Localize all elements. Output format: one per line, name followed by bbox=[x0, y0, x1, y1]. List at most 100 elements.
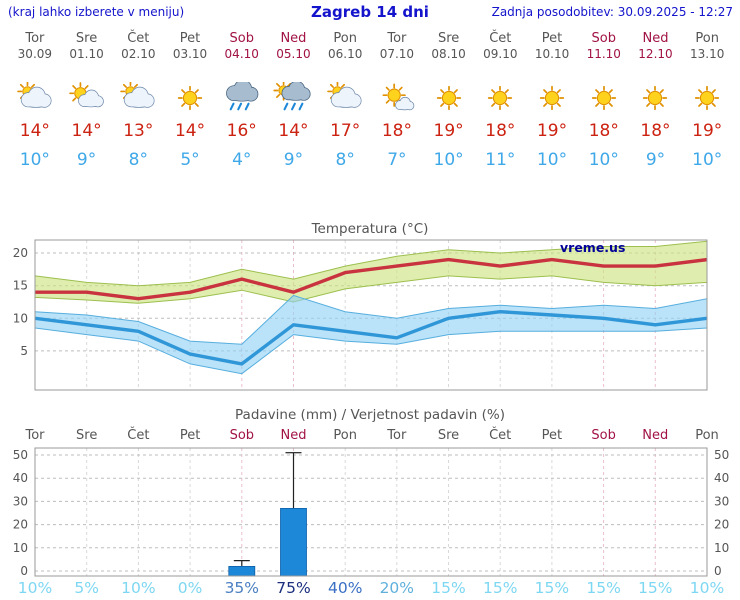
sun-disc bbox=[387, 88, 401, 102]
day-date: 04.10 bbox=[224, 47, 259, 61]
sunny-icon bbox=[643, 85, 668, 111]
plot-area bbox=[35, 448, 707, 576]
day-date: 06.10 bbox=[327, 47, 363, 61]
day-max-temp: 17° bbox=[330, 121, 361, 141]
y-axis-label: 15 bbox=[13, 279, 28, 293]
page-title: Zagreb 14 dni bbox=[311, 3, 429, 21]
menu-hint: (kraj lahko izberete v meniju) bbox=[8, 5, 185, 19]
sunny-icon bbox=[474, 82, 526, 114]
partly-cloudy-icon bbox=[61, 82, 113, 114]
day-name: Čet bbox=[127, 31, 150, 46]
sun-disc bbox=[648, 90, 663, 106]
sun-ray bbox=[594, 102, 599, 107]
sun-rain-icon bbox=[273, 82, 312, 111]
sun-ray bbox=[341, 83, 346, 88]
day-date: 07.10 bbox=[379, 47, 415, 61]
day-column-12-10: Ned 12.10 18° 9° bbox=[630, 32, 682, 170]
precip-day-label: Pon bbox=[333, 428, 357, 443]
sun-ray bbox=[453, 89, 458, 94]
day-date: 13.10 bbox=[690, 47, 725, 61]
precip-day-label: Tor bbox=[386, 428, 407, 443]
mostly-cloudy-icon bbox=[112, 82, 164, 114]
day-max-temp: 13° bbox=[123, 121, 154, 141]
day-max-temp: 16° bbox=[226, 121, 257, 141]
day-max-temp: 14° bbox=[19, 121, 50, 141]
sun-ray bbox=[712, 89, 717, 94]
day-min-temp: 5° bbox=[180, 150, 200, 170]
precip-probability: 10% bbox=[690, 579, 724, 597]
sun-ray bbox=[181, 102, 186, 107]
day-column-03-10: Pet 03.10 14° 5° bbox=[164, 32, 216, 170]
day-name: Sob bbox=[591, 31, 616, 46]
day-column-01-10: Sre 01.10 14° 9° bbox=[61, 32, 113, 170]
mostly-cloudy-icon bbox=[9, 82, 61, 114]
sun-ray bbox=[287, 82, 292, 87]
y-axis-label: 5 bbox=[20, 344, 28, 358]
last-update-text: Zadnja posodobitev: 30.09.2025 - 12:27 bbox=[491, 5, 733, 19]
sun-ray bbox=[594, 89, 599, 94]
mostly-sunny-icon bbox=[382, 83, 415, 111]
sunny-icon bbox=[681, 82, 733, 114]
day-date: 30.09 bbox=[17, 47, 53, 61]
sun-disc bbox=[493, 90, 508, 106]
sun-ray bbox=[453, 102, 458, 107]
precip-probability: 10% bbox=[18, 579, 52, 597]
precip-probability: 20% bbox=[380, 579, 414, 597]
day-min-temp: 10° bbox=[433, 150, 464, 170]
sunny-icon bbox=[423, 82, 475, 114]
sun-disc bbox=[700, 90, 715, 106]
day-date: 09.10 bbox=[483, 47, 518, 61]
day-name: Sre bbox=[75, 31, 98, 46]
watermark-link[interactable]: vreme.us bbox=[560, 240, 625, 255]
day-max-temp: 18° bbox=[588, 121, 619, 141]
sun-ray bbox=[385, 86, 390, 91]
precip-bar bbox=[228, 565, 256, 577]
y-axis-label-right: 40 bbox=[714, 471, 729, 485]
sun-disc bbox=[441, 90, 456, 106]
sun-ray bbox=[123, 83, 128, 88]
sun-ray bbox=[71, 85, 76, 90]
sun-ray bbox=[608, 89, 613, 94]
sun-ray bbox=[543, 89, 548, 94]
precip-day-label: Tor bbox=[24, 428, 45, 443]
plot-border bbox=[34, 239, 708, 391]
temperature-chart: 5 10 15 20 vreme.us bbox=[13, 239, 708, 391]
sun-ray bbox=[19, 83, 24, 88]
mostly-cloudy-icon bbox=[319, 82, 371, 114]
sun-ray bbox=[646, 102, 651, 107]
day-min-temp: 7° bbox=[387, 150, 407, 170]
precip-probability: 15% bbox=[431, 579, 465, 597]
sun-ray bbox=[330, 83, 335, 88]
rain-drop bbox=[236, 102, 242, 111]
day-name: Pet bbox=[179, 31, 201, 46]
sunny-icon bbox=[488, 85, 513, 111]
precip-day-label: Sob bbox=[230, 428, 254, 443]
sun-ray bbox=[385, 99, 390, 104]
day-date: 11.10 bbox=[586, 47, 621, 61]
mostly-cloudy-icon bbox=[327, 82, 362, 108]
day-column-11-10: Sob 11.10 18° 10° bbox=[578, 32, 630, 170]
cloud-shape bbox=[126, 97, 152, 108]
sunny-icon bbox=[436, 85, 461, 111]
day-min-temp: 8° bbox=[128, 150, 148, 170]
rain-icon bbox=[225, 82, 259, 111]
y-axis-label-left: 50 bbox=[13, 448, 28, 462]
day-name: Sob bbox=[229, 31, 254, 46]
y-axis-label-right: 10 bbox=[714, 541, 729, 555]
precip-day-label: Ned bbox=[642, 428, 668, 443]
partly-cloudy-icon bbox=[68, 82, 104, 108]
y-axis-label-left: 30 bbox=[13, 494, 28, 508]
sun-ray bbox=[556, 102, 561, 107]
day-name: Ned bbox=[642, 31, 669, 46]
day-max-temp: 19° bbox=[692, 121, 723, 141]
sunny-icon bbox=[177, 85, 203, 111]
day-name: Čet bbox=[489, 31, 512, 46]
cloud-shape bbox=[284, 91, 308, 100]
sun-disc bbox=[596, 90, 611, 106]
day-min-temp: 9° bbox=[283, 150, 304, 170]
precip-probability: 0% bbox=[178, 579, 203, 597]
sun-ray bbox=[698, 89, 703, 94]
sunny-icon bbox=[695, 85, 720, 111]
sun-ray bbox=[556, 89, 561, 94]
